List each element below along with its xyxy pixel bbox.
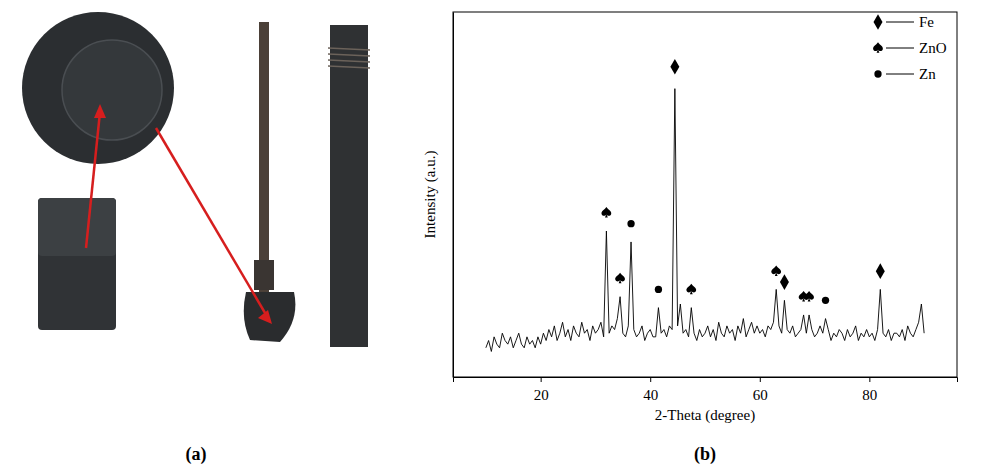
peak-marker [627,220,634,227]
x-axis-line [454,378,958,383]
electrode-plate [330,25,368,347]
peak-marker [655,286,662,293]
x-tick-label: 60 [753,387,768,403]
plate-wire [328,54,370,56]
peak-marker [780,274,789,290]
legend-label: Fe [919,14,934,30]
peak-marker [771,265,781,275]
electrode-core [62,40,162,140]
xrd-trace [486,89,924,352]
arrow [156,128,268,318]
electrode-rod [259,22,269,292]
legend-line [886,48,914,49]
x-tick-label: 40 [643,387,658,403]
plate-wire [328,48,370,50]
legend-line [886,74,914,75]
peak-marker [876,263,885,279]
y-axis-title: Intensity (a.u.) [422,151,439,239]
legend-label: Zn [919,66,936,82]
plate-wire [328,60,370,62]
x-tick-mark [650,377,651,382]
legend-marker [874,14,883,30]
cylinder-top [38,198,116,256]
x-tick-mark [869,377,870,382]
rod-deposit [244,292,296,342]
peak-marker [822,297,829,304]
photo-panel [22,12,370,347]
x-tick-mark [760,377,761,382]
panel-label: (b) [694,444,716,465]
legend-line [886,22,914,23]
x-tick-mark [541,377,542,382]
panel-label: (a) [186,444,207,465]
x-axis: 20 40 60 80 [454,377,958,403]
peak-marker [804,291,814,301]
x-tick-label: 80 [862,387,877,403]
x-tick-label: 20 [534,387,549,403]
y-axis [453,13,454,378]
x-tick: 80 [862,377,877,403]
legend-marker [873,42,883,52]
peak-marker [686,284,696,294]
plot-area [486,59,924,351]
plot-frame [453,12,957,377]
x-tick: 20 [534,377,549,403]
arrow [86,112,100,248]
arrow-head [258,310,272,324]
legend: Fe ZnO Zn [873,14,947,82]
x-tick: 60 [753,377,768,403]
x-axis-title: 2-Theta (degree) [655,407,755,424]
legend-marker [874,70,881,77]
x-tick: 40 [643,377,658,403]
y-axis-line [453,13,454,378]
figure: (a) (b) 20 40 60 80 2-Theta (degree) Intensity … [0,0,981,472]
peak-marker [670,59,679,75]
peak-marker [615,273,625,283]
peak-marker [601,207,611,217]
arrow-head [94,104,106,118]
plate-wire [328,66,370,68]
legend-label: ZnO [919,40,947,56]
electrode-cylinder [38,198,116,330]
rod-collar [254,260,274,290]
